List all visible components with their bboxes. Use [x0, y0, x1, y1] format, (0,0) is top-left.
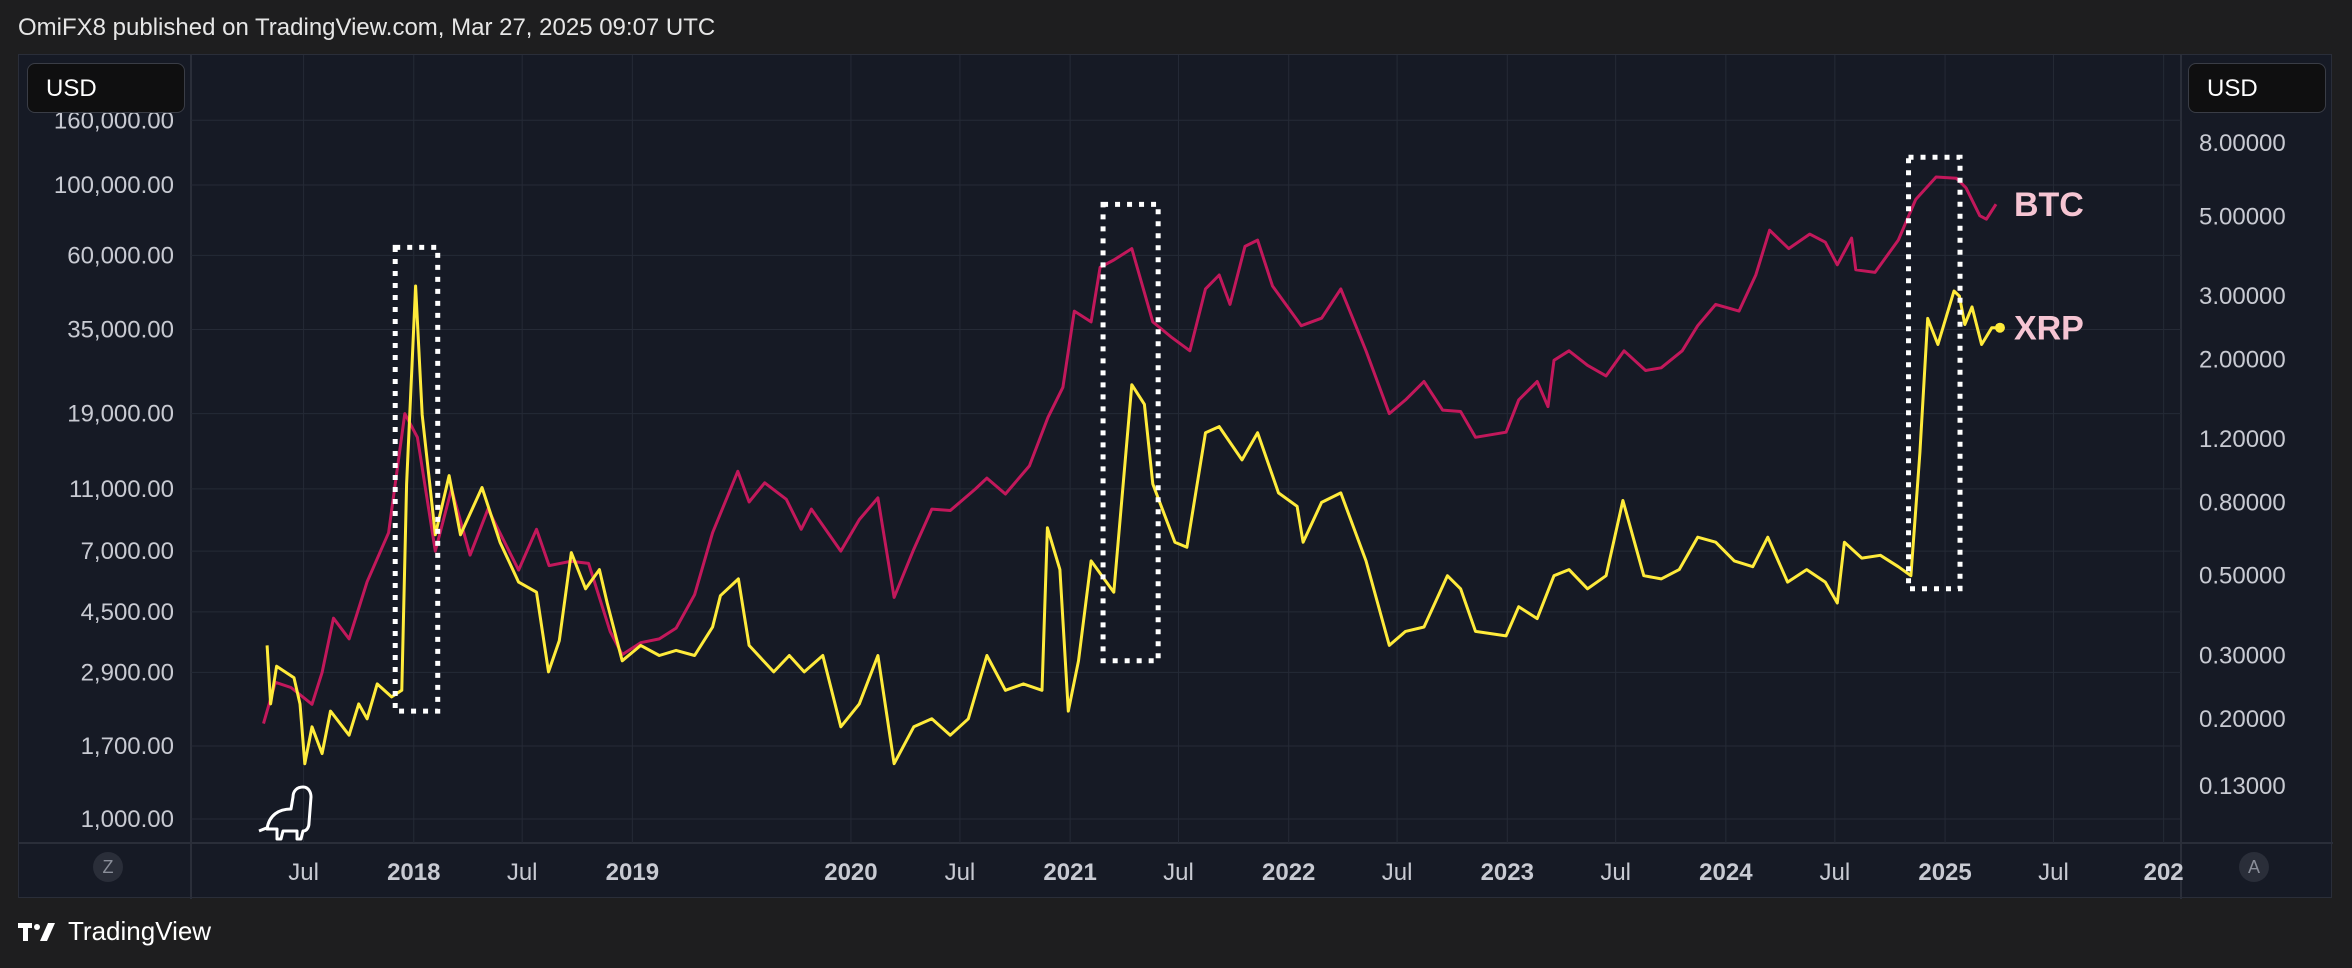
right-tick-label: 0.30000 [2199, 642, 2286, 669]
left-tick-label: 11,000.00 [69, 476, 174, 503]
series-label-btc: BTC [2014, 186, 2084, 224]
brand-name: TradingView [68, 916, 212, 946]
x-tick-label: Jul [1163, 859, 1194, 886]
x-tick-label: 2023 [1481, 859, 1534, 886]
grid [19, 55, 2333, 899]
right-tick-label: 0.20000 [2199, 706, 2286, 733]
right-tick-label: 2.00000 [2199, 346, 2286, 373]
chart-panel[interactable]: 1,000.00 1,700.00 2,900.00 4,500.00 7,000.00… [18, 54, 2333, 899]
x-tick-label: Jul [945, 859, 976, 886]
right-tick-label: 3.00000 [2199, 283, 2286, 310]
footer-brand[interactable]: TradingView [18, 916, 211, 947]
series-lines [262, 175, 2005, 766]
publish-info: OmiFX8 published on TradingView.com, Mar… [18, 14, 716, 41]
price-chart[interactable]: 1,000.00 1,700.00 2,900.00 4,500.00 7,000.00… [19, 55, 2333, 899]
series-label-xrp: XRP [2014, 310, 2084, 348]
annotation-boxes [392, 154, 1963, 714]
left-tick-label: 100,000.00 [54, 172, 174, 199]
x-tick-label: 2024 [1699, 859, 1753, 886]
auto-scale-z-button[interactable]: Z [93, 852, 123, 882]
right-currency-button[interactable]: USD [2188, 63, 2326, 113]
right-tick-label: 0.80000 [2199, 489, 2286, 516]
x-tick-label: Jul [288, 859, 319, 886]
time-axis[interactable]: Jul 2018 Jul 2019 2020 Jul 2021 Jul 2022 Jul 2023 J… [288, 859, 2183, 886]
left-tick-label: 2,900.00 [81, 659, 174, 686]
x-tick-label: 2025 [1918, 859, 1971, 886]
left-tick-label: 19,000.00 [67, 401, 174, 428]
x-tick-label: 2018 [387, 859, 440, 886]
x-tick-label: Jul [507, 859, 538, 886]
right-tick-label: 1.20000 [2199, 426, 2286, 453]
x-tick-label: Jul [1820, 859, 1851, 886]
left-tick-label: 1,700.00 [81, 733, 174, 760]
left-tick-label: 35,000.00 [67, 317, 174, 344]
right-tick-label: 0.50000 [2199, 563, 2286, 590]
left-currency-button[interactable]: USD [27, 63, 185, 113]
right-tick-label: 0.13000 [2199, 773, 2286, 800]
x-tick-label: 2022 [1262, 859, 1315, 886]
x-tick-label: 2019 [606, 859, 659, 886]
x-tick-label: Jul [1382, 859, 1413, 886]
series-line-btc [262, 175, 1998, 725]
tradingview-logo-icon [18, 922, 55, 941]
x-tick-label: Jul [1600, 859, 1631, 886]
left-tick-label: 7,000.00 [81, 538, 174, 565]
right-tick-label: 8.00000 [2199, 130, 2286, 157]
series-line-xrp [265, 284, 1996, 766]
right-tick-label: 5.00000 [2199, 203, 2286, 230]
x-tick-label: 2020 [824, 859, 877, 886]
left-price-axis[interactable]: 1,000.00 1,700.00 2,900.00 4,500.00 7,000.00… [54, 107, 174, 833]
dino-icon [258, 785, 313, 841]
series-labels: BTC XRP [2014, 186, 2084, 348]
x-tick-label: Jul [2038, 859, 2069, 886]
highlight-box [392, 244, 441, 714]
left-tick-label: 60,000.00 [67, 242, 174, 269]
right-price-axis[interactable]: 0.13000 0.20000 0.30000 0.50000 0.80000 1.200… [2199, 130, 2286, 800]
auto-scale-a-button[interactable]: A [2239, 852, 2269, 882]
left-tick-label: 1,000.00 [81, 806, 174, 833]
highlight-box [1906, 154, 1963, 592]
x-tick-label: 2021 [1043, 859, 1096, 886]
xrp-last-point [1994, 322, 2005, 333]
x-tick-label: 202 [2144, 859, 2184, 886]
highlight-box [1100, 201, 1161, 664]
left-tick-label: 4,500.00 [81, 599, 174, 626]
